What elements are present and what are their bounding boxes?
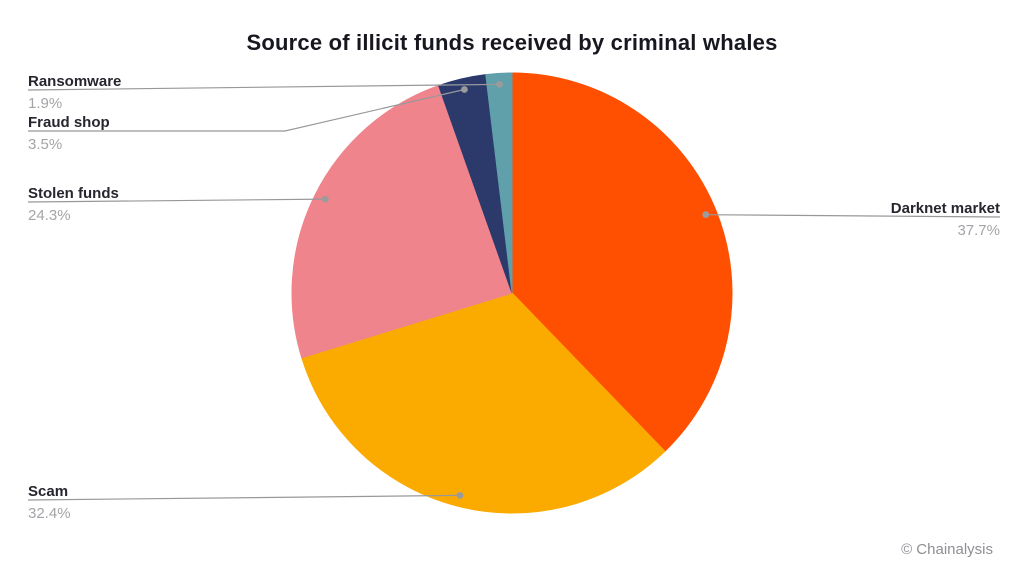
leader-dot-ransomware [496, 80, 503, 88]
callout-darknet-market: Darknet market 37.7% [891, 201, 1000, 239]
slice-percent-ransomware: 1.9% [28, 95, 63, 112]
leader-line-fraud-shop [28, 88, 465, 132]
callout-fraud-shop: Fraud shop 3.5% [28, 115, 110, 153]
chart-title: Source of illicit funds received by crim… [246, 30, 778, 55]
slice-label-fraud-shop: Fraud shop [28, 114, 110, 131]
pie-slice-scam [301, 292, 666, 514]
slice-label-stolen-funds: Stolen funds [28, 185, 119, 202]
leader-line-stolen-funds [27, 198, 326, 203]
leader-line-ransomware [27, 83, 500, 91]
leader-dot-scam [456, 492, 464, 499]
leader-dot-fraud-shop [460, 86, 468, 93]
pie-slice-stolen-funds [291, 84, 513, 359]
leader-dot-stolen-funds [321, 195, 329, 203]
leader-line-scam [27, 494, 460, 501]
slice-label-scam: Scam [28, 483, 69, 500]
slice-percent-scam: 32.4% [28, 505, 71, 522]
pie-slice-darknet-market [511, 72, 733, 452]
watermark-chainalysis: © Chainalysis [901, 541, 993, 558]
slice-label-ransomware: Ransomware [28, 73, 122, 90]
slice-percent-stolen-funds: 24.3% [28, 207, 71, 224]
slice-percent-darknet-market: 37.7% [957, 222, 1000, 239]
leader-line-darknet-market [705, 214, 1001, 218]
callout-stolen-funds: Stolen funds 24.3% [28, 186, 119, 224]
slice-label-darknet-market: Darknet market [890, 200, 1000, 217]
callout-ransomware: Ransomware 1.9% [28, 74, 121, 112]
pie-slice-ransomware [485, 72, 513, 294]
callout-scam: Scam 32.4% [28, 484, 71, 522]
slice-percent-fraud-shop: 3.5% [28, 136, 63, 153]
leader-dot-darknet-market [702, 211, 710, 219]
